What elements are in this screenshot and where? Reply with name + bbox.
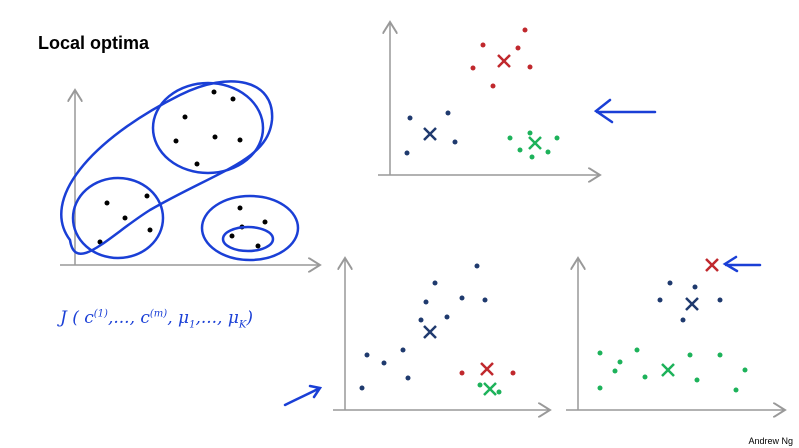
formula-part: ,..., c xyxy=(107,308,150,328)
arrows xyxy=(283,98,762,407)
axes xyxy=(60,22,785,410)
points-top xyxy=(404,27,560,160)
formula-part: , μ xyxy=(167,308,190,328)
points-bottom-right xyxy=(597,258,748,393)
formula-part: J ( c xyxy=(60,308,94,328)
points-bottom-left xyxy=(359,263,516,396)
cost-formula: J ( c(1),..., c(m), μ1,..., μK) xyxy=(60,308,253,330)
slide-title: Local optima xyxy=(38,33,150,53)
formula-part: ,..., μ xyxy=(195,308,239,328)
cluster-loops xyxy=(60,80,300,262)
formula-part: K xyxy=(238,319,247,331)
footer-author: Andrew Ng xyxy=(748,436,793,446)
formula-part: (1) xyxy=(93,308,108,320)
formula-part: 1 xyxy=(189,319,196,331)
formula-part: ) xyxy=(246,308,254,328)
formula-part: (m) xyxy=(149,308,168,320)
